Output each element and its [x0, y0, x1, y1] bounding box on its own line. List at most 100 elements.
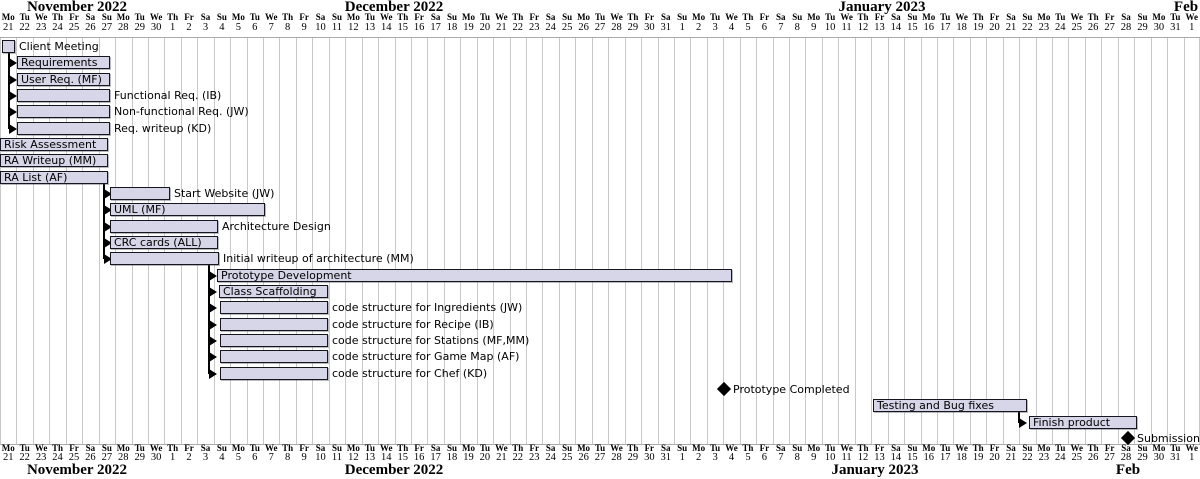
axis-day-number: 30: [150, 22, 162, 33]
axis-day-number: 15: [397, 22, 408, 33]
task-bar-uml[interactable]: UML (MF): [110, 203, 265, 216]
gridline: [575, 38, 576, 444]
axis-day-name: Su: [1137, 12, 1148, 22]
axis-day-number: 9: [301, 452, 307, 463]
gridline: [427, 38, 428, 444]
month-label: December 2022: [344, 462, 444, 478]
task-bar-testing-bug-fixes[interactable]: Testing and Bug fixes: [873, 399, 1027, 412]
axis-day-number: 4: [219, 22, 225, 33]
task-bar-label: Finish product: [1033, 416, 1111, 429]
gridline: [411, 38, 412, 444]
axis-day-number: 13: [874, 22, 885, 33]
axis-day-name: Mo: [116, 443, 130, 453]
axis-day-name: Su: [216, 12, 227, 22]
connector-arrow-architecture-deps: [209, 352, 217, 362]
axis-day-name: We: [610, 12, 623, 22]
axis-day-number: 31: [660, 452, 672, 463]
task-bar-req-writeup[interactable]: [17, 122, 110, 135]
axis-day-name: Th: [512, 12, 524, 22]
task-bar-cs-ingredients[interactable]: [220, 301, 328, 314]
axis-day-number: 12: [857, 22, 869, 33]
task-bar-requirements[interactable]: Requirements: [17, 56, 110, 69]
task-bar-prototype-development[interactable]: Prototype Development: [217, 269, 732, 282]
task-bar-initial-writeup[interactable]: [110, 252, 219, 265]
axis-day-name: Mo: [346, 12, 360, 22]
axis-day-number: 11: [841, 452, 852, 463]
axis-day-number: 1: [1189, 452, 1195, 463]
axis-day-number: 11: [331, 452, 343, 463]
axis-day-name: Fr: [989, 443, 1000, 453]
axis-day-name: We: [840, 443, 853, 453]
task-bar-start-website[interactable]: [110, 187, 170, 200]
task-label-cs-ingredients: code structure for Ingredients (JW): [332, 301, 523, 314]
axis-day-number: 29: [134, 452, 145, 463]
axis-day-number: 10: [824, 22, 836, 33]
gridline: [16, 38, 17, 444]
axis-day-name: Sa: [776, 12, 786, 22]
task-bar-class-scaffolding[interactable]: Class Scaffolding: [219, 285, 328, 298]
gridline: [641, 38, 642, 444]
axis-day-number: 26: [1087, 22, 1099, 33]
task-bar-cs-chef[interactable]: [220, 367, 328, 380]
axis-day-number: 26: [85, 452, 96, 463]
axis-day-name: We: [610, 443, 623, 453]
axis-day-number: 17: [939, 22, 951, 33]
axis-day-name: Sa: [315, 12, 326, 22]
axis-day-name: Tu: [364, 12, 375, 22]
gridline: [1101, 38, 1102, 444]
task-bar-functional-req[interactable]: [17, 89, 110, 102]
axis-day-name: Th: [52, 443, 64, 453]
axis-day-name: Tu: [825, 443, 836, 453]
axis-day-name: We: [264, 443, 278, 453]
task-bar-user-req[interactable]: User Req. (MF): [17, 73, 110, 86]
axis-day-name: Fr: [69, 12, 79, 22]
gridline: [1036, 38, 1037, 444]
axis-day-number: 16: [923, 22, 935, 33]
task-bar-cs-recipe[interactable]: [220, 318, 328, 331]
axis-day-number: 23: [528, 22, 540, 33]
task-bar-non-functional-req[interactable]: [17, 105, 110, 118]
task-bar-architecture-design[interactable]: [110, 220, 218, 233]
axis-day-number: 23: [35, 452, 47, 463]
task-bar-cs-game-map[interactable]: [220, 350, 328, 363]
axis-day-name: Su: [447, 12, 458, 22]
axis-day-name: Sa: [660, 12, 671, 22]
axis-day-name: Fr: [69, 443, 79, 453]
axis-day-number: 18: [956, 452, 967, 463]
task-label-initial-writeup: Initial writeup of architecture (MM): [223, 252, 414, 265]
axis-day-number: 20: [479, 22, 491, 33]
gridline: [1019, 38, 1020, 444]
axis-day-name: We: [380, 443, 393, 453]
task-label-architecture-design: Architecture Design: [222, 220, 331, 233]
axis-day-name: Tu: [19, 443, 30, 453]
axis-day-number: 24: [545, 22, 556, 33]
axis-day-name: Tu: [709, 12, 721, 22]
task-bar-risk-assessment[interactable]: Risk Assessment: [0, 138, 108, 151]
gridline: [937, 38, 938, 444]
axis-day-name: Tu: [19, 12, 30, 22]
gridline: [33, 38, 34, 444]
axis-day-number: 2: [696, 452, 702, 463]
gridline: [230, 38, 231, 444]
gridline: [608, 38, 609, 444]
axis-day-name: Fr: [184, 12, 194, 22]
axis-day-name: Th: [972, 12, 984, 22]
task-bar-ra-writeup[interactable]: RA Writeup (MM): [0, 154, 108, 167]
gridline: [510, 38, 511, 444]
task-bar-label: Testing and Bug fixes: [877, 399, 994, 412]
axis-day-name: Th: [857, 12, 869, 22]
gridline: [460, 38, 461, 444]
axis-day-name: Mo: [231, 443, 245, 453]
task-bar-label: Requirements: [21, 56, 98, 69]
task-bar-ra-list[interactable]: RA List (AF): [0, 171, 108, 184]
axis-day-number: 23: [1038, 22, 1050, 33]
axis-day-number: 14: [381, 452, 392, 463]
axis-day-number: 25: [1071, 22, 1082, 33]
gridline: [970, 38, 971, 444]
task-bar-crc-cards[interactable]: CRC cards (ALL): [110, 236, 218, 249]
task-bar-finish-product[interactable]: Finish product: [1029, 416, 1137, 429]
axis-day-number: 13: [364, 22, 376, 33]
milestone-square-client-meeting[interactable]: [2, 40, 15, 53]
task-bar-label: CRC cards (ALL): [114, 236, 202, 249]
task-bar-cs-stations[interactable]: [220, 334, 328, 347]
